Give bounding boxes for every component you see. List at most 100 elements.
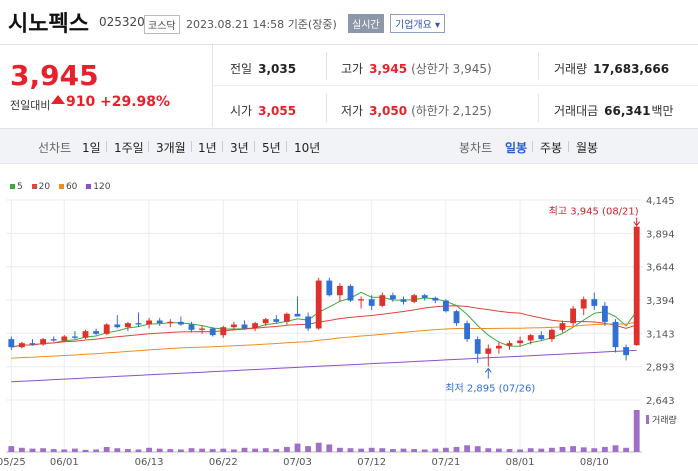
candle-body <box>358 299 365 301</box>
company-info-dropdown[interactable]: 기업개요 ▾ <box>390 14 445 33</box>
candle-body <box>411 295 418 302</box>
candle-body <box>379 295 386 306</box>
quote-basis: 기준(장중) <box>287 18 337 31</box>
x-tick-label: 07/12 <box>357 457 386 468</box>
change-label: 전일대비 <box>10 99 51 112</box>
volume-bar <box>591 448 598 452</box>
divider <box>568 141 569 152</box>
volume-legend-swatch <box>646 415 649 424</box>
candle-body <box>199 328 206 330</box>
volume-label: 거래량 <box>652 414 677 426</box>
period-monthly[interactable]: 월봉 <box>576 141 599 155</box>
x-tick-label: 06/22 <box>209 457 238 468</box>
candle-body <box>538 335 545 340</box>
period-5y[interactable]: 5년 <box>262 141 281 155</box>
volume-bar <box>71 448 78 452</box>
candle-body <box>156 320 163 324</box>
change-percent: +29.98% <box>100 94 171 110</box>
volume-bar <box>40 448 47 452</box>
candle-body <box>71 336 78 338</box>
candle-body <box>580 299 587 309</box>
candle-body <box>347 285 354 301</box>
candle-body <box>570 308 577 324</box>
price-chart[interactable]: 4,145 3,894 3,644 3,394 3,143 2,893 2,643 05/25… <box>0 170 698 471</box>
y-tick-label: 3,894 <box>646 229 675 240</box>
volume-bar <box>8 446 15 452</box>
candle-body <box>612 321 619 348</box>
volume-bar <box>188 448 195 452</box>
volume-bar <box>50 449 57 452</box>
period-1y[interactable]: 1년 <box>198 141 217 155</box>
volume-bar <box>93 449 100 452</box>
period-10y[interactable]: 10년 <box>294 141 321 155</box>
volume-bar <box>453 446 460 452</box>
volume-bar <box>230 449 237 452</box>
candle-body <box>93 331 100 334</box>
divider <box>106 141 107 152</box>
candle-chart-label[interactable]: 봉차트 <box>459 141 493 155</box>
volume-bar <box>495 448 502 452</box>
period-1d[interactable]: 1일 <box>82 141 101 155</box>
x-tick-label: 08/01 <box>506 457 535 468</box>
legend-ma5: 5 <box>10 182 23 192</box>
candle-body <box>400 299 407 302</box>
market-badge: 코스닥 <box>144 15 180 34</box>
volume-bar <box>517 449 524 452</box>
x-tick-label: 07/03 <box>283 457 312 468</box>
volume-bar <box>326 444 333 452</box>
divider <box>212 85 698 86</box>
period-weekly[interactable]: 주봉 <box>540 141 563 155</box>
volume-bar <box>305 446 312 452</box>
ma120-line <box>11 349 637 383</box>
divider <box>254 141 255 152</box>
volume-bar <box>156 448 163 452</box>
candle-body <box>230 324 237 328</box>
period-3y[interactable]: 3년 <box>230 141 249 155</box>
candle-body <box>464 323 471 340</box>
divider <box>538 94 539 122</box>
y-tick-label: 3,394 <box>646 296 675 307</box>
candle-body <box>453 311 460 324</box>
candle-body <box>124 323 131 328</box>
candle-body <box>262 319 269 324</box>
quote-time: 2023.08.21 14:58 <box>186 18 285 31</box>
legend-ma20: 20 <box>31 182 50 192</box>
volume-bar <box>283 446 290 452</box>
candle-body <box>591 299 598 306</box>
volume-bar <box>358 448 365 452</box>
volume-bar <box>220 448 227 452</box>
divider <box>326 52 327 80</box>
stock-name: 시노펙스 <box>8 12 89 37</box>
x-tick-label: 07/21 <box>431 457 460 468</box>
divider <box>191 141 192 152</box>
volume-stat: 거래량 17,683,666 <box>554 62 670 76</box>
line-chart-label[interactable]: 선차트 <box>38 141 72 155</box>
change-value: 910 <box>66 94 96 110</box>
realtime-button[interactable]: 실시간 <box>348 14 384 33</box>
volume-bar <box>29 448 36 452</box>
candle-body <box>8 339 15 348</box>
period-3m[interactable]: 3개월 <box>156 141 186 155</box>
candle-body <box>29 343 36 345</box>
volume-bar <box>368 447 375 452</box>
volume-bar <box>421 449 428 452</box>
candle-body <box>273 319 280 322</box>
volume-bar <box>114 448 121 452</box>
period-1w[interactable]: 1주일 <box>114 141 144 155</box>
volume-bar <box>18 447 25 452</box>
candle-body <box>241 324 248 329</box>
candle-body <box>188 324 195 330</box>
candle-body <box>315 280 322 329</box>
high-arrow-icon <box>633 217 641 227</box>
period-daily[interactable]: 일봉 <box>505 141 528 155</box>
volume-bar <box>432 448 439 452</box>
y-tick-label: 4,145 <box>646 196 675 207</box>
volume-bar <box>623 447 630 452</box>
volume-bar <box>442 447 449 452</box>
volume-bar <box>315 442 322 452</box>
low-price: 저가 3,050 (하한가 2,125) <box>341 104 492 118</box>
volume-bar <box>474 446 481 452</box>
candle-body <box>601 305 608 322</box>
volume-bar <box>559 446 566 452</box>
divider <box>532 141 533 152</box>
